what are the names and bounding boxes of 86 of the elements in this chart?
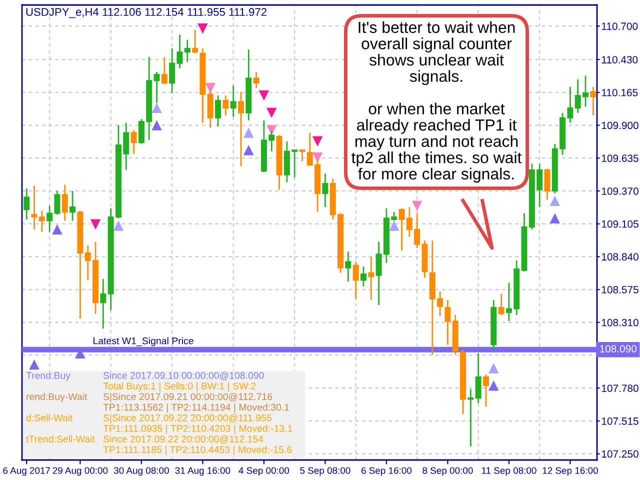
candlestick	[322, 172, 328, 208]
x-tick-label: 5 Sep 08:00	[300, 467, 350, 476]
candlestick	[498, 293, 504, 316]
point	[152, 102, 162, 114]
candlestick	[230, 84, 236, 118]
point	[205, 82, 216, 94]
y-tick-label: 108.840	[602, 253, 638, 261]
point	[550, 213, 560, 224]
annotation: 108.090	[600, 345, 637, 352]
annotation: TP1:111.0935 | TP2:110.4203 | Moved:-13.1	[103, 424, 292, 434]
x-tick-label: 6 Aug 2017	[3, 467, 50, 476]
point	[243, 128, 254, 138]
point	[266, 125, 277, 136]
candlestick	[161, 56, 168, 86]
candlestick	[70, 190, 76, 222]
point	[388, 220, 400, 231]
point	[29, 359, 40, 370]
candlestick	[130, 130, 137, 154]
point	[266, 108, 277, 118]
text: It's better to wait when overall signal counter shows unclear wait signals. or when the market already reached TP1 it may turn and not reach tp2 all the times. so wait for more clear signals.	[352, 21, 522, 183]
x-tick-label: 30 Aug 08:00	[114, 467, 169, 476]
candlestick	[468, 388, 474, 448]
candlestick	[192, 29, 198, 54]
point	[488, 380, 499, 391]
point	[198, 23, 208, 34]
x-tick-label: 6 Sep 16:00	[361, 467, 412, 476]
x-tick-label: 4 Sep 00:00	[238, 467, 290, 476]
candlestick	[24, 188, 30, 220]
candlestick	[368, 256, 374, 301]
y-tick-label: 110.700	[602, 22, 638, 30]
annotation: d:Sell-Wait	[26, 414, 73, 422]
y-tick-label: 110.165	[602, 88, 638, 96]
y-tick-label: 107.250	[602, 450, 638, 458]
point	[243, 144, 254, 156]
point	[312, 136, 323, 147]
candlestick	[238, 91, 244, 167]
y-tick-label: 110.430	[602, 56, 638, 64]
x-tick-label: 8 Sep 00:00	[422, 467, 473, 476]
x-tick-label: 12 Sep 16:00	[542, 467, 598, 476]
candlestick	[62, 184, 68, 222]
candlestick	[360, 266, 366, 288]
candlestick	[215, 94, 222, 128]
y-tick-label: 109.900	[602, 122, 638, 130]
point	[152, 120, 162, 130]
x-tick-label: 31 Aug 16:00	[175, 467, 230, 476]
annotation: TP1:111.1185 | TP2:110.4453 | Moved:-15.6	[103, 446, 292, 456]
x-tick-label: 11 Sep 08:00	[482, 467, 536, 476]
y-tick-label: 109.105	[602, 220, 638, 228]
candlestick	[544, 168, 550, 200]
point	[312, 152, 323, 163]
chart-title: USDJPY_e,H4 112.106 112.154 111.955 111.972	[26, 8, 266, 18]
annotation: TP1:113.1562 | TP2:114.1194 | Moved:30.1	[103, 404, 290, 413]
annotation: Since 2017.09.22 20:00:00@112.154	[103, 435, 264, 444]
annotation: rend:Buy-Wait	[26, 392, 88, 402]
candlestick	[475, 352, 482, 404]
point	[258, 90, 270, 101]
candlestick	[184, 39, 190, 63]
candlestick	[482, 374, 489, 408]
candlestick	[207, 91, 214, 128]
ref-line-label: Latest W1_Signal Price	[94, 337, 194, 346]
candlestick	[345, 251, 352, 282]
point	[488, 363, 499, 374]
point	[113, 220, 124, 231]
y-tick-label: 109.370	[602, 187, 638, 195]
point	[550, 196, 560, 206]
x-tick-label: 29 Aug 00:00	[52, 467, 108, 476]
candlestick	[299, 149, 306, 162]
y-tick-label: 108.310	[602, 318, 638, 326]
y-tick-label: 107.780	[602, 384, 638, 392]
annotation: Trend:Buy	[26, 372, 70, 381]
annotation: S|Since 2017.09.21 00:00:00@112.716	[103, 392, 272, 402]
point	[412, 200, 422, 211]
y-tick-label: 107.515	[602, 417, 638, 425]
candlestick	[253, 71, 260, 89]
candlestick	[352, 260, 359, 300]
y-tick-label: 108.575	[602, 286, 638, 294]
annotation: Total Buys:1 | Sells:0 | BW:1 | SW:2	[103, 382, 256, 392]
candlestick	[222, 94, 229, 116]
annotation: S|Since 2017.09.22 20:00:00@111.955	[103, 414, 272, 424]
annotation: tTrend:Sell-Wait	[26, 435, 95, 443]
candlestick	[444, 299, 451, 346]
point	[90, 219, 101, 230]
annotation: Since 2017.09.10 00:00:00@108.090	[103, 372, 264, 380]
point	[52, 224, 62, 235]
y-tick-label: 109.635	[602, 154, 638, 162]
candlestick	[100, 278, 106, 330]
